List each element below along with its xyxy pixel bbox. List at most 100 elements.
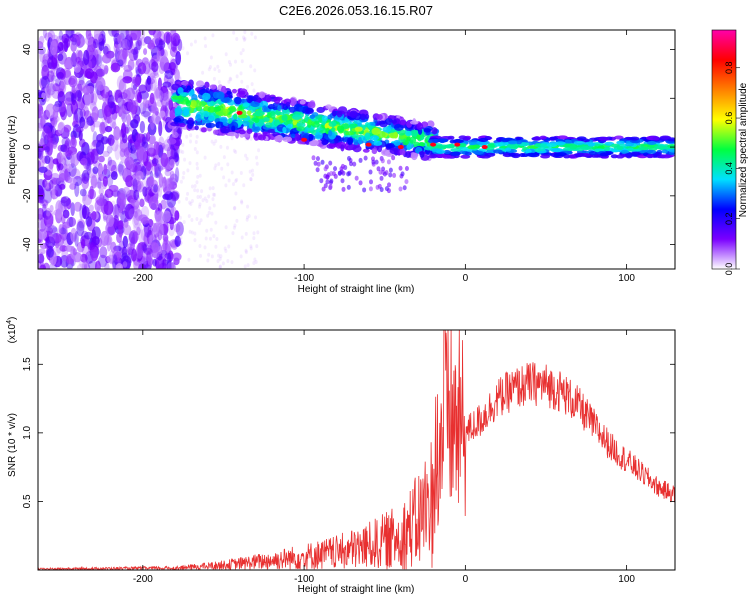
- heatmap-cell: [232, 94, 236, 99]
- heatmap-cell: [133, 210, 138, 218]
- heatmap-cell: [255, 155, 259, 160]
- x-tick-label: 100: [618, 574, 635, 585]
- heatmap-cell: [599, 152, 609, 157]
- heatmap-cell: [130, 118, 139, 129]
- heatmap-cell: [76, 97, 86, 110]
- heatmap-cell: [61, 157, 66, 165]
- heatmap-cell: [587, 142, 595, 147]
- heatmap-cell: [143, 247, 153, 255]
- heatmap-cell: [224, 183, 228, 188]
- heatmap-cell: [654, 145, 666, 150]
- heatmap-cell: [257, 148, 261, 153]
- heatmap-cell: [200, 189, 204, 194]
- heatmap-cell: [333, 166, 338, 172]
- heatmap-cell: [209, 84, 217, 90]
- snr-series-line: [38, 330, 675, 570]
- heatmap-cell: [197, 221, 201, 226]
- heatmap-cell: [166, 146, 174, 159]
- heatmap-cell: [79, 203, 84, 220]
- heatmap-cell: [54, 102, 59, 112]
- heatmap-cell: [50, 74, 57, 82]
- heatmap-cell: [616, 140, 625, 145]
- heatmap-cell: [92, 120, 102, 128]
- heatmap-cell: [400, 171, 405, 177]
- heatmap-cell: [230, 136, 234, 141]
- heatmap-cell: [188, 161, 192, 166]
- heatmap-cell: [358, 180, 363, 186]
- heatmap-cell: [157, 165, 164, 172]
- heatmap-cell: [222, 155, 226, 160]
- heatmap-cell: [72, 248, 78, 256]
- heatmap-cell: [546, 143, 558, 148]
- heatmap-cell: [64, 148, 69, 158]
- heatmap-cell: [172, 252, 182, 262]
- heatmap-cell: [70, 30, 76, 39]
- heatmap-cell: [348, 123, 356, 129]
- heatmap-cell: [93, 33, 103, 43]
- heatmap-cell: [147, 225, 153, 236]
- heatmap-cell: [338, 170, 343, 176]
- heatmap-cell: [262, 94, 272, 103]
- heatmap-cell: [168, 177, 177, 186]
- heatmap-cell: [222, 108, 230, 114]
- heatmap-cell: [205, 228, 209, 233]
- heatmap-cell: [240, 59, 244, 64]
- heatmap-cell: [158, 120, 163, 137]
- heatmap-cell: [423, 128, 432, 133]
- heatmap-cell: [103, 200, 114, 216]
- heatmap-cell: [164, 91, 173, 101]
- heatmap-cell: [117, 106, 123, 118]
- heatmap-cell: [182, 220, 186, 225]
- heatmap-cell: [243, 30, 247, 35]
- heatmap-cell: [51, 184, 56, 200]
- heatmap-cell: [83, 254, 88, 269]
- heatmap-cell: [551, 147, 564, 152]
- heatmap-cell: [201, 70, 205, 75]
- heatmap-cell: [65, 30, 74, 39]
- heatmap-cell: [610, 143, 620, 148]
- heatmap-cell: [352, 145, 362, 153]
- heatmap-cell: [253, 94, 259, 101]
- heatmap-cell: [244, 231, 248, 236]
- heatmap-cell: [155, 210, 165, 226]
- heatmap-cell: [203, 245, 207, 250]
- heatmap-cell: [369, 121, 376, 127]
- heatmap-cell: [323, 183, 328, 189]
- heatmap-cell: [84, 68, 95, 79]
- heatmap-cell: [162, 210, 171, 223]
- heatmap-cell: [179, 235, 183, 240]
- heatmap-cell: [358, 157, 363, 163]
- heatmap-cell: [99, 121, 106, 135]
- heatmap-cell: [282, 136, 293, 143]
- heatmap-cell: [38, 160, 41, 169]
- heatmap-cell: [616, 145, 624, 150]
- heatmap-cell: [368, 186, 373, 192]
- heatmap-cell: [196, 121, 203, 126]
- heatmap-cell: [143, 231, 150, 247]
- heatmap-cell: [110, 171, 118, 180]
- snr-frame: [37, 329, 676, 571]
- heatmap-cell: [321, 139, 328, 146]
- heatmap-cell: [205, 87, 210, 94]
- heatmap-cell: [258, 91, 266, 99]
- y-tick-label: 1.0: [22, 425, 33, 439]
- heatmap-cell: [73, 36, 81, 43]
- heatmap-cell: [126, 114, 132, 126]
- heatmap-cell: [229, 62, 233, 67]
- heatmap-cell: [364, 132, 371, 140]
- colorbar-tick-label: 0.2: [724, 212, 734, 225]
- heatmap-cell: [66, 103, 74, 118]
- heatmap-cell: [186, 51, 190, 56]
- heatmap-cell: [168, 97, 174, 111]
- heatmap-cell: [227, 117, 233, 125]
- heatmap-cell: [63, 142, 70, 153]
- heatmap-cell: [102, 175, 108, 187]
- heatmap-cell: [253, 257, 257, 262]
- heatmap-cell: [45, 207, 51, 217]
- heatmap-cell: [321, 186, 326, 192]
- heatmap-cell: [205, 198, 209, 203]
- heatmap-cell: [442, 154, 452, 159]
- heatmap-cell: [58, 80, 65, 92]
- heatmap-cell: [406, 142, 412, 151]
